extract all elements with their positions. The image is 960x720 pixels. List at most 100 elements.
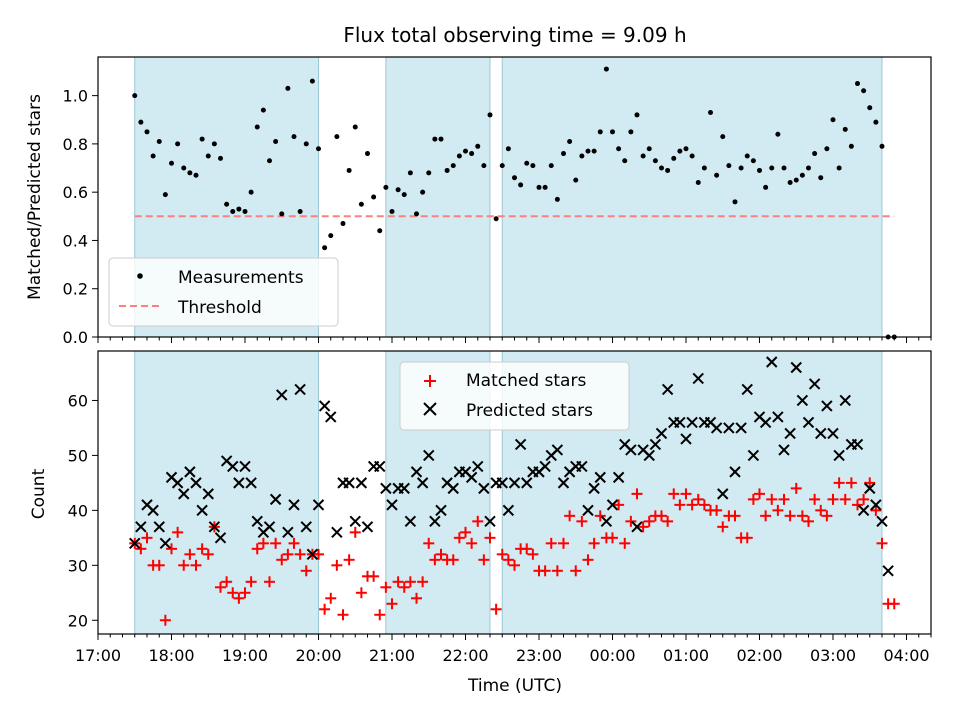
matched-star-point xyxy=(300,565,312,577)
predicted-star-point xyxy=(251,515,263,528)
measurement-point xyxy=(187,170,193,176)
predicted-star-point xyxy=(778,444,790,456)
predicted-star-point xyxy=(227,460,239,473)
predicted-star-point xyxy=(649,438,662,451)
measurement-point xyxy=(714,172,720,178)
measurement-point xyxy=(414,211,419,217)
predicted-star-point xyxy=(827,427,839,440)
predicted-star-point xyxy=(478,482,490,495)
predicted-star-point xyxy=(606,499,619,511)
matched-star-point xyxy=(680,488,692,500)
bottom-y-axis-label: Count xyxy=(29,468,49,519)
measurement-point xyxy=(328,233,334,239)
measurement-point xyxy=(150,153,156,159)
predicted-star-point xyxy=(551,444,564,456)
measurement-point xyxy=(603,66,609,72)
predicted-star-point xyxy=(557,477,570,489)
measurement-point xyxy=(665,167,671,173)
predicted-star-point xyxy=(661,383,674,396)
measurement-point xyxy=(156,138,162,144)
measurement-point xyxy=(726,163,732,169)
measurement-point xyxy=(554,196,560,202)
measurement-point xyxy=(303,141,309,147)
matched-star-point xyxy=(619,537,631,549)
predicted-star-point xyxy=(184,466,196,478)
predicted-star-point xyxy=(294,383,306,396)
top-x-ticks xyxy=(97,337,932,343)
predicted-star-point xyxy=(214,532,227,544)
measurement-point xyxy=(444,167,450,173)
matched-star-point xyxy=(717,521,729,533)
measurement-point xyxy=(542,184,548,190)
predicted-star-point xyxy=(374,460,386,473)
matched-star-point xyxy=(778,493,790,505)
measurement-point xyxy=(616,146,622,152)
x-tick-label: 21:00 xyxy=(369,646,415,665)
measurement-point xyxy=(450,163,456,169)
predicted-star-point xyxy=(282,526,294,539)
legend-threshold-label: Threshold xyxy=(177,298,262,318)
measurement-point xyxy=(683,146,689,152)
matched-star-point xyxy=(643,515,655,527)
measurement-point xyxy=(763,184,769,190)
predicted-star-point xyxy=(808,378,821,390)
predicted-star-point xyxy=(717,488,729,500)
predicted-star-point xyxy=(190,477,202,489)
measurement-point xyxy=(297,208,303,214)
matched-star-point xyxy=(429,554,441,566)
measurement-point xyxy=(322,245,328,251)
measurement-point xyxy=(652,158,658,164)
legend-matched-marker xyxy=(424,375,436,387)
predicted-star-point xyxy=(502,504,515,517)
measurement-point xyxy=(579,153,585,159)
measurement-point xyxy=(218,155,223,161)
predicted-star-point xyxy=(472,460,484,473)
matched-star-point xyxy=(711,504,723,516)
measurement-point xyxy=(352,124,358,130)
predicted-star-point xyxy=(735,422,747,434)
predicted-star-point xyxy=(208,521,221,533)
matched-star-point xyxy=(282,548,294,560)
predicted-star-point xyxy=(815,427,827,440)
top-y-axis-label: Matched/Predicted stars xyxy=(25,94,45,300)
measurement-point xyxy=(420,189,426,195)
predicted-star-point xyxy=(349,515,361,528)
measurement-point xyxy=(291,134,297,140)
measurement-point xyxy=(358,201,364,207)
matched-star-point xyxy=(172,526,184,538)
measurement-point xyxy=(175,141,181,147)
measurement-point xyxy=(401,192,407,198)
matched-star-point xyxy=(490,603,502,615)
matched-star-point xyxy=(392,576,404,588)
measurement-point xyxy=(395,187,401,193)
predicted-star-point xyxy=(245,477,257,489)
matched-star-point xyxy=(227,587,239,599)
legend-measurements-marker xyxy=(137,273,143,279)
measurement-point xyxy=(818,175,824,181)
matched-star-point xyxy=(607,532,618,544)
measurement-point xyxy=(438,136,444,142)
matched-star-point xyxy=(349,526,361,538)
matched-star-point xyxy=(374,609,386,621)
predicted-star-point xyxy=(312,499,325,511)
legend-matched-label: Matched stars xyxy=(466,371,586,391)
x-tick-label: 19:00 xyxy=(222,646,268,665)
matched-star-point xyxy=(484,532,496,544)
measurement-point xyxy=(873,119,879,125)
x-tick-label: 03:00 xyxy=(810,646,856,665)
measurement-point xyxy=(493,216,499,222)
matched-star-point xyxy=(576,515,588,527)
measurement-point xyxy=(224,201,230,207)
matched-star-point xyxy=(337,609,349,621)
measurement-point xyxy=(732,199,738,205)
matched-star-point xyxy=(343,554,355,566)
matched-star-point xyxy=(698,499,710,511)
predicted-star-point xyxy=(233,477,245,489)
measurement-point xyxy=(536,184,542,190)
predicted-star-point xyxy=(766,356,778,368)
matched-star-point xyxy=(674,499,686,511)
measurement-point xyxy=(260,107,266,113)
matched-star-point xyxy=(411,592,422,604)
measurement-point xyxy=(879,143,885,149)
